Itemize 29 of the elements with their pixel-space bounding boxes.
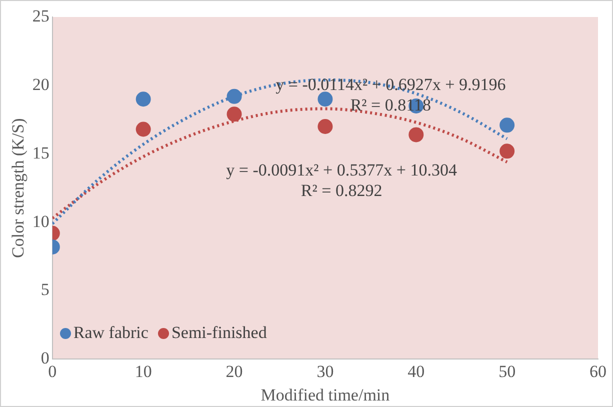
x-tick-label: 20 [226, 362, 243, 381]
point [408, 127, 424, 142]
line-series [52, 78, 509, 226]
x-tick-label: 50 [498, 362, 516, 381]
point [226, 106, 242, 122]
annotation: R² = 0.8292 [300, 180, 382, 200]
y-tick-label: 5 [40, 280, 50, 300]
point [318, 92, 333, 107]
x-tick-label: 40 [408, 362, 425, 381]
y-tick-label: 25 [32, 6, 50, 26]
annotation: y = -0.0114x² + 0.6927x + 9.9196 [276, 74, 506, 94]
point [136, 92, 151, 107]
annotation: y = -0.0091x² + 0.5377x + 10.304 [226, 160, 458, 180]
point [136, 122, 151, 137]
legend-label: Semi-finished [170, 323, 267, 344]
legend-label: Raw fabric [72, 323, 148, 344]
point [226, 88, 242, 104]
point [318, 119, 333, 134]
y-tick-label: 10 [32, 212, 50, 231]
y-axis-title: Color strength (K/S) [8, 118, 28, 258]
point [500, 118, 515, 133]
y-tick-label: 20 [32, 74, 50, 94]
y-tick-label: 15 [32, 143, 50, 162]
y-tick-label: 0 [40, 348, 50, 368]
x-tick-label: 30 [316, 362, 334, 381]
x-tick-label: 60 [590, 362, 606, 381]
point [500, 144, 515, 159]
x-axis-title: Modified time/min [260, 385, 390, 404]
x-tick-label: 10 [134, 362, 152, 381]
